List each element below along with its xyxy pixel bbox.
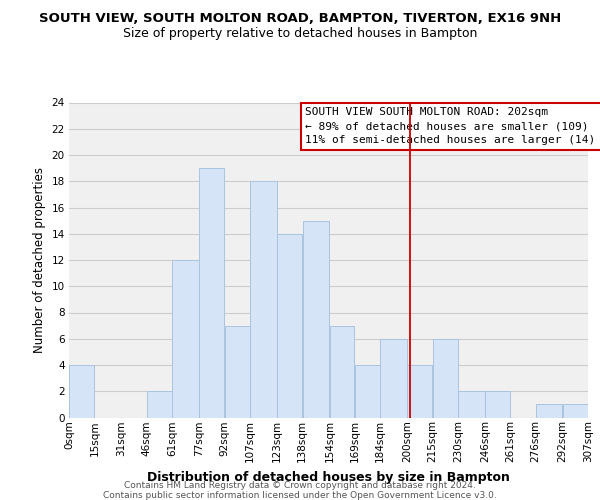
Bar: [485, 391, 510, 417]
Bar: [536, 404, 562, 417]
Bar: [199, 168, 224, 418]
Bar: [69, 365, 94, 418]
Text: Size of property relative to detached houses in Bampton: Size of property relative to detached ho…: [123, 28, 477, 40]
X-axis label: Distribution of detached houses by size in Bampton: Distribution of detached houses by size …: [147, 470, 510, 484]
Bar: [563, 404, 588, 417]
Bar: [250, 181, 277, 418]
Bar: [458, 391, 485, 417]
Bar: [433, 339, 458, 417]
Bar: [147, 391, 172, 417]
Text: SOUTH VIEW, SOUTH MOLTON ROAD, BAMPTON, TIVERTON, EX16 9NH: SOUTH VIEW, SOUTH MOLTON ROAD, BAMPTON, …: [39, 12, 561, 26]
Bar: [407, 365, 432, 418]
Bar: [329, 326, 355, 418]
Text: Contains public sector information licensed under the Open Government Licence v3: Contains public sector information licen…: [103, 491, 497, 500]
Bar: [277, 234, 302, 418]
Text: Contains HM Land Registry data © Crown copyright and database right 2024.: Contains HM Land Registry data © Crown c…: [124, 481, 476, 490]
Bar: [355, 365, 380, 418]
Bar: [302, 220, 329, 418]
Bar: [225, 326, 250, 418]
Y-axis label: Number of detached properties: Number of detached properties: [33, 167, 46, 353]
Bar: [380, 339, 407, 417]
Bar: [172, 260, 199, 418]
Text: SOUTH VIEW SOUTH MOLTON ROAD: 202sqm
← 89% of detached houses are smaller (109)
: SOUTH VIEW SOUTH MOLTON ROAD: 202sqm ← 8…: [305, 107, 600, 145]
